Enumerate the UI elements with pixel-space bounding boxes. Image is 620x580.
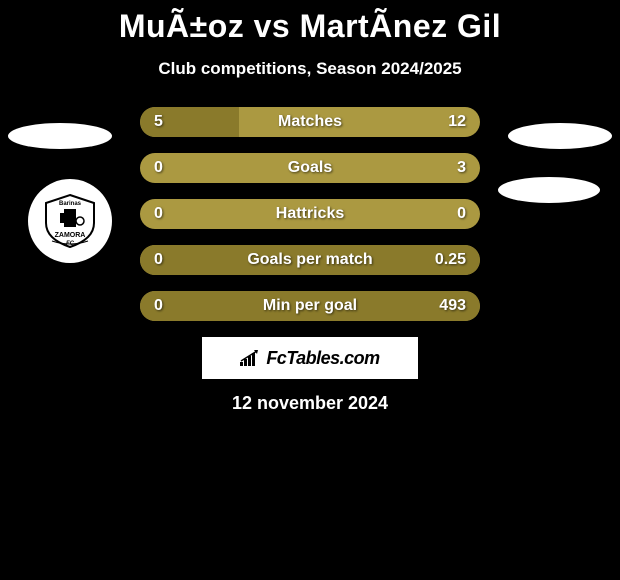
stat-value-right: 3 <box>457 159 466 177</box>
stat-row: 0 Goals 3 <box>140 153 480 183</box>
stat-row: 0 Hattricks 0 <box>140 199 480 229</box>
stat-label: Goals <box>288 159 332 177</box>
stat-value-left: 0 <box>154 205 163 223</box>
stat-label: Matches <box>278 113 342 131</box>
stat-row: 0 Min per goal 493 <box>140 291 480 321</box>
stat-value-left: 0 <box>154 251 163 269</box>
stat-value-right: 12 <box>448 113 466 131</box>
bars-icon <box>240 350 260 366</box>
svg-text:Barinas: Barinas <box>59 201 82 207</box>
stat-value-right: 0.25 <box>435 251 466 269</box>
stat-label: Goals per match <box>247 251 372 269</box>
stat-value-left: 0 <box>154 159 163 177</box>
stat-row: 5 Matches 12 <box>140 107 480 137</box>
stat-label: Hattricks <box>276 205 344 223</box>
left-club-pill <box>8 123 112 149</box>
comparison-card: MuÃ±oz vs MartÃ­nez Gil Club competition… <box>0 0 620 414</box>
left-club-badge: Barinas ZAMORA FC <box>28 179 112 263</box>
stat-value-right: 493 <box>439 297 466 315</box>
page-subtitle: Club competitions, Season 2024/2025 <box>0 59 620 79</box>
svg-text:FC: FC <box>66 241 75 247</box>
stat-value-left: 5 <box>154 113 163 131</box>
club-crest-icon: Barinas ZAMORA FC <box>40 191 100 251</box>
watermark-badge: FcTables.com <box>202 337 418 379</box>
right-club-pill-bottom <box>498 177 600 203</box>
stats-list: 5 Matches 12 0 Goals 3 0 Hattricks 0 0 Goals per m… <box>140 107 480 321</box>
svg-text:ZAMORA: ZAMORA <box>55 232 86 239</box>
page-title: MuÃ±oz vs MartÃ­nez Gil <box>0 8 620 45</box>
stat-row: 0 Goals per match 0.25 <box>140 245 480 275</box>
watermark-text: FcTables.com <box>266 348 379 369</box>
stat-value-left: 0 <box>154 297 163 315</box>
date-label: 12 november 2024 <box>0 393 620 414</box>
stat-label: Min per goal <box>263 297 357 315</box>
stat-value-right: 0 <box>457 205 466 223</box>
right-club-pill-top <box>508 123 612 149</box>
